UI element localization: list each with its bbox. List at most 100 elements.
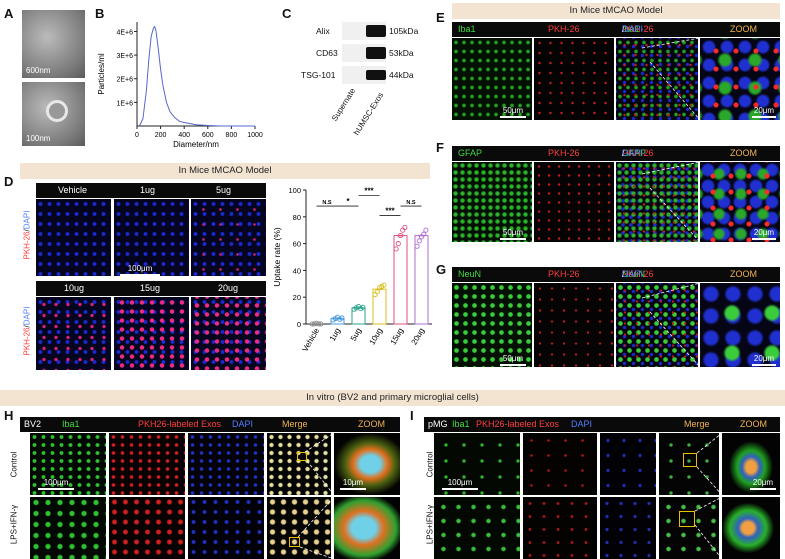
d-label-15ug: 15ug	[140, 283, 161, 293]
tem-scale-bottom: 100nm	[26, 134, 51, 143]
b-xtick-label: 600	[202, 132, 214, 139]
f-scale-bar-1: 50μm	[500, 228, 526, 240]
h-scale-bar-2: 10μm	[340, 478, 366, 490]
d-image-20ug	[191, 297, 266, 370]
d-label-10ug: 10ug	[64, 283, 85, 293]
b-xtick-label: 400	[178, 132, 190, 139]
d-ytick-label: 80	[293, 213, 301, 222]
e-scale-bar-2: 20μm	[752, 106, 776, 118]
h-merge-control	[267, 433, 331, 495]
d-image-5ug	[191, 199, 266, 276]
i-exos-control	[523, 433, 597, 495]
d-label-5ug: 5ug	[216, 185, 232, 195]
panel-label-a: A	[4, 6, 14, 21]
e-iba1-image	[452, 38, 532, 120]
b-xtick-label: 800	[226, 132, 238, 139]
d-image-vehicle	[36, 199, 111, 276]
e-header: Iba1 PKH-26 Iba1/PKH-26/DAPI ZOOM	[452, 22, 780, 37]
panel-label-g: G	[436, 262, 447, 277]
f-scale-bar-2: 20μm	[752, 228, 776, 240]
d-point	[393, 246, 399, 252]
b-xlabel: Diameter/nm	[173, 140, 219, 149]
d-ytick-label: 0	[297, 320, 301, 329]
d-sig-label: N.S	[406, 200, 416, 206]
d-point	[360, 304, 366, 310]
b-xtick-label: 0	[135, 132, 139, 139]
h-scale-bar-1: 100μm	[38, 478, 74, 490]
e-scale-bar-1: 50μm	[500, 106, 526, 118]
wb-blot-tsg101	[342, 66, 386, 84]
d-top-header: Vehicle 1ug 5ug	[36, 183, 266, 198]
d-ytick-label: 40	[293, 266, 301, 275]
b-xtick-label: 1000	[247, 132, 263, 139]
panel-label-i: I	[410, 408, 414, 423]
d-scale-bar: 100μm	[120, 264, 160, 276]
i-scale-bar-1: 100μm	[442, 478, 478, 490]
d-sig-label: ***	[364, 186, 374, 195]
d-ytick-label: 100	[288, 186, 301, 195]
i-iba1-control	[434, 433, 520, 495]
d-point	[416, 238, 422, 244]
wb-blot-cd63	[342, 44, 386, 62]
d-bottom-header: 10ug 15ug 20ug	[36, 281, 266, 296]
d-point	[397, 233, 404, 239]
d-point	[402, 224, 408, 231]
h-merge-lps	[267, 497, 331, 559]
h-exos-lps	[109, 497, 185, 559]
f-pkh26-image	[534, 162, 614, 242]
b-ytick-label: 1E+6	[116, 100, 133, 107]
d-point	[395, 241, 401, 247]
b-size-curve	[138, 25, 255, 127]
wb-row-tsg101: TSG-101	[301, 70, 336, 80]
i-zoom-control	[722, 433, 780, 495]
i-exos-lps	[523, 497, 597, 559]
f-gfap-image	[452, 162, 532, 242]
nta-size-chart: 1E+6 2E+6 3E+6 4E+6 0 200 400 600 800 1000 Diamete…	[97, 22, 263, 149]
wb-size-cd63: 53kDa	[389, 48, 414, 58]
panel-label-b: B	[95, 6, 105, 21]
i-dapi-control	[600, 433, 656, 495]
d-point	[339, 315, 345, 321]
panel-label-c: C	[282, 6, 292, 21]
b-ytick-label: 2E+6	[116, 77, 133, 84]
g-merge-image	[616, 283, 698, 367]
e-merge-image	[616, 38, 698, 120]
i-merge-control	[659, 433, 719, 495]
panel-label-h: H	[4, 408, 14, 423]
d-point	[316, 321, 322, 327]
e-pkh26-image	[534, 38, 614, 120]
h-dapi-lps	[188, 497, 264, 559]
d-label-vehicle: Vehicle	[58, 185, 88, 195]
d-ytick-label: 20	[293, 293, 301, 302]
f-zoom-image	[700, 162, 780, 242]
wb-size-alix: 105kDa	[389, 26, 419, 36]
d-sig-label: *	[346, 197, 350, 206]
g-header: NeuN PKH-26 NeuN / PKH-26/DAPI ZOOM	[452, 267, 780, 282]
e-banner: In Mice tMCAO Model	[452, 3, 780, 19]
i-header: pMG Iba1 PKH26-labeled Exos DAPI Merge Z…	[424, 417, 780, 432]
h-zoom-control	[334, 433, 400, 495]
b-ytick-label: 3E+6	[116, 53, 133, 60]
i-dapi-lps	[600, 497, 656, 559]
d-label-20ug: 20ug	[218, 283, 239, 293]
d-image-15ug	[114, 297, 189, 370]
tem-image-bottom: 100nm	[22, 82, 85, 146]
d-point	[421, 231, 427, 237]
b-ylabel: Particles/ml	[97, 53, 106, 95]
tem-scale-top: 600nm	[26, 66, 51, 75]
panel-label-f: F	[436, 140, 444, 155]
h-iba1-control	[30, 433, 106, 495]
d-sig-label: ***	[385, 206, 395, 215]
d-point	[414, 243, 420, 249]
d-ylabel: Uptake rate (%)	[272, 227, 282, 287]
panel-label-e: E	[436, 10, 445, 25]
wb-size-tsg101: 44kDa	[389, 70, 414, 80]
e-zoom-image	[700, 38, 780, 120]
d-point	[423, 227, 429, 233]
b-xtick-label: 200	[155, 132, 167, 139]
wb-row-alix: Alix	[316, 26, 330, 36]
f-header: GFAP PKH-26 GFAP / PKH-26/DAPI ZOOM	[452, 146, 780, 161]
d-label-1ug: 1ug	[140, 185, 156, 195]
